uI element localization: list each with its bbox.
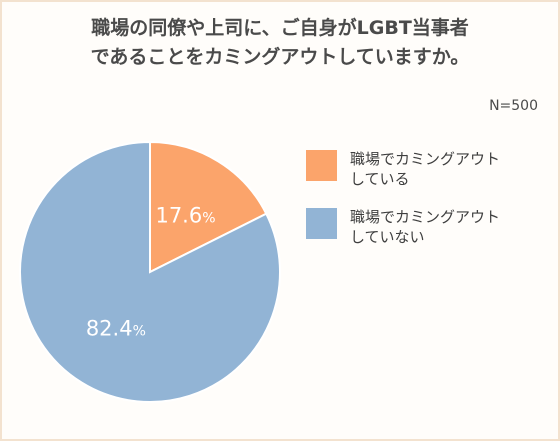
title-line-2: であることをカミングアウトしていますか。 <box>90 46 470 68</box>
pie-slice-labels: 17.6% 82.4% <box>86 203 216 340</box>
pie-slice-not-out <box>19 140 281 403</box>
legend-label-out: 職場でカミングアウト している <box>350 150 501 188</box>
chart-title: 職場の同僚や上司に、ご自身がLGBT当事者 であることをカミングアウトしています… <box>0 14 560 72</box>
legend-swatch-out <box>306 150 337 181</box>
legend-label-not-out: 職場でカミングアウト していない <box>350 208 501 246</box>
slice-label-out: 17.6% <box>155 203 215 227</box>
pie-slices <box>19 140 281 403</box>
title-line-1: 職場の同僚や上司に、ご自身がLGBT当事者 <box>91 17 469 39</box>
pie-slice-out <box>149 140 268 274</box>
sample-size-label: N=500 <box>489 98 538 114</box>
legend-swatch-not-out <box>306 208 337 239</box>
slice-label-not-out: 82.4% <box>86 316 146 340</box>
